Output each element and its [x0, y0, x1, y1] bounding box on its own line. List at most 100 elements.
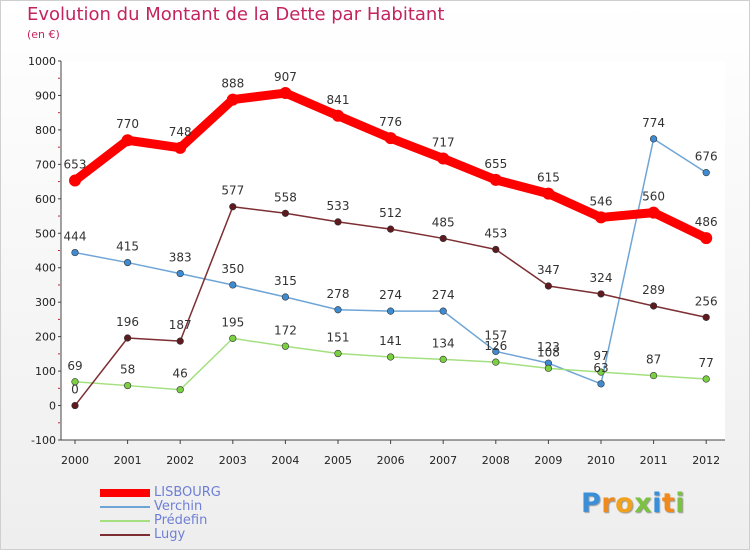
chart-title: Evolution du Montant de la Dette par Hab…: [27, 4, 445, 25]
data-point: [121, 134, 134, 147]
data-label: 615: [537, 171, 560, 185]
data-point: [439, 355, 447, 363]
legend-item: Prédefin: [100, 514, 221, 528]
data-label: 350: [221, 262, 244, 276]
data-point: [281, 293, 290, 301]
data-label: 653: [64, 158, 87, 172]
chart-subtitle: (en €): [27, 28, 60, 41]
data-label: 383: [169, 251, 192, 265]
data-point: [702, 313, 710, 321]
x-tick-label: 2005: [324, 454, 352, 467]
data-point: [71, 248, 79, 257]
data-label: 560: [642, 190, 665, 204]
data-label: 315: [274, 274, 297, 288]
data-label: 172: [274, 323, 297, 337]
data-label: 577: [221, 184, 244, 198]
data-label: 888: [221, 77, 244, 91]
logo-letter: o: [615, 488, 635, 519]
data-point: [439, 307, 447, 315]
data-point: [176, 337, 184, 345]
data-point: [69, 174, 81, 187]
plot-area: [61, 61, 725, 440]
data-point: [649, 371, 658, 380]
legend-item: LISBOURG: [100, 486, 221, 500]
data-label: 46: [173, 367, 188, 381]
data-point: [702, 375, 710, 383]
data-label: 512: [379, 206, 402, 220]
data-label: 97: [593, 349, 608, 363]
data-point: [700, 232, 713, 245]
data-point: [597, 380, 605, 388]
data-label: 141: [379, 334, 402, 348]
data-point: [489, 173, 502, 186]
data-point: [334, 306, 342, 314]
x-tick-label: 2007: [429, 454, 457, 467]
data-label: 558: [274, 190, 297, 204]
data-label: 546: [590, 194, 613, 208]
data-point: [281, 342, 290, 350]
data-label: 774: [642, 116, 665, 130]
data-label: 324: [590, 271, 613, 285]
x-tick-label: 2006: [377, 454, 405, 467]
data-label: 274: [379, 288, 402, 302]
data-point: [439, 234, 447, 243]
data-label: 63: [593, 361, 608, 375]
data-label: 195: [221, 315, 244, 329]
data-point: [492, 358, 500, 366]
data-label: 533: [327, 199, 350, 213]
data-point: [334, 349, 342, 358]
y-tick-label: 300: [35, 296, 56, 309]
data-point: [176, 269, 184, 278]
y-tick-label: 200: [35, 331, 56, 344]
x-tick-label: 2011: [640, 454, 668, 467]
legend: LISBOURG Verchin Prédefin Lugy: [100, 486, 221, 542]
data-point: [387, 353, 395, 361]
y-tick-label: 0: [49, 400, 56, 413]
data-point: [384, 132, 397, 145]
legend-swatch: [100, 489, 150, 497]
data-point: [71, 401, 79, 410]
logo-letter: i: [675, 488, 686, 519]
legend-item: Lugy: [100, 528, 221, 542]
data-label: 196: [116, 315, 139, 329]
data-label: 347: [537, 263, 560, 277]
x-tick-label: 2012: [692, 454, 720, 467]
y-tick-label: -100: [31, 434, 56, 447]
data-point: [71, 378, 79, 386]
data-label: 157: [484, 328, 507, 342]
data-label: 655: [484, 157, 507, 171]
y-tick-label: 400: [35, 262, 56, 275]
data-point: [334, 218, 342, 226]
y-tick-label: 1000: [28, 55, 56, 68]
data-label: 444: [64, 230, 87, 244]
data-label: 907: [274, 70, 297, 84]
data-point: [702, 169, 710, 177]
data-point: [229, 203, 237, 211]
x-tick-label: 2001: [114, 454, 142, 467]
data-label: 126: [484, 339, 507, 353]
logo-letter: t: [661, 488, 676, 519]
data-label: 77: [699, 356, 714, 370]
data-point: [437, 152, 450, 165]
data-label: 108: [537, 345, 560, 359]
data-label: 453: [484, 226, 507, 240]
x-tick-label: 2009: [534, 454, 562, 467]
data-label: 770: [116, 117, 139, 131]
legend-swatch: [100, 506, 150, 508]
data-point: [226, 93, 239, 106]
x-tick-label: 2000: [61, 454, 89, 467]
data-point: [123, 381, 132, 390]
data-point: [492, 245, 500, 254]
data-label: 485: [432, 215, 455, 229]
data-label: 0: [71, 383, 79, 397]
data-point: [649, 302, 658, 310]
data-label: 256: [695, 294, 718, 308]
logo-letter: P: [581, 488, 602, 519]
y-tick-label: 900: [35, 89, 56, 102]
data-point: [176, 386, 184, 394]
data-point: [174, 141, 187, 154]
data-point: [229, 334, 237, 342]
legend-swatch: [100, 534, 150, 536]
data-label: 486: [695, 215, 718, 229]
